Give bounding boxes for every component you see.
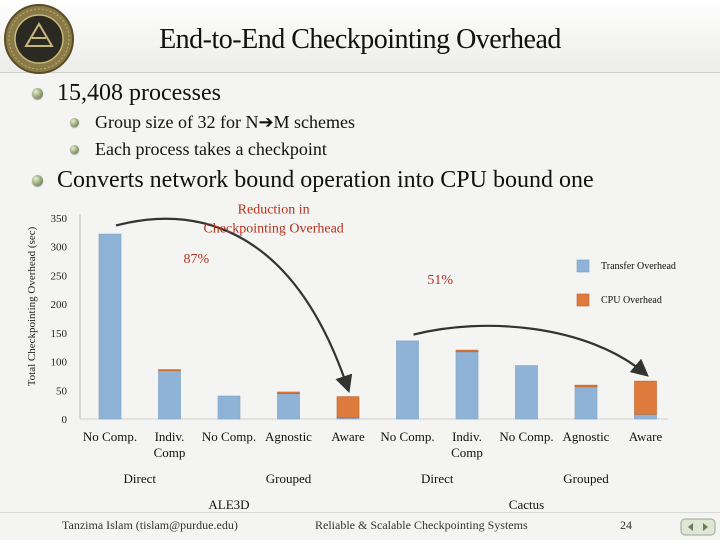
y-tick-label: 300	[51, 242, 68, 254]
group-label: Direct	[421, 471, 454, 486]
x-tick-label: Indiv. Comp	[154, 429, 186, 460]
y-tick-label: 250	[51, 270, 68, 282]
bullet-processes: 15,408 processes	[32, 80, 221, 107]
group-label: Direct	[124, 471, 157, 486]
bullet-text: 15,408 processes	[57, 80, 221, 106]
annotation-text: 51%	[427, 273, 453, 288]
annotation-text: Reduction in	[238, 202, 310, 217]
bar-transfer-overhead	[396, 340, 419, 420]
bar-cpu-overhead	[634, 380, 657, 415]
bar-cpu-overhead	[336, 396, 360, 419]
y-tick-label: 200	[51, 299, 68, 311]
bar-transfer-overhead	[158, 370, 181, 420]
reduction-arrow	[115, 217, 353, 394]
reduction-arrow	[413, 324, 649, 377]
x-tick-label: No Comp.	[499, 429, 553, 444]
x-tick-label: Agnostic	[265, 429, 312, 444]
legend-swatch	[576, 293, 590, 307]
x-tick-label: Indiv. Comp	[451, 429, 483, 460]
navigation-icon[interactable]	[680, 516, 716, 538]
bar-cpu-overhead	[455, 349, 479, 353]
annotation-text: Checkpointing Overhead	[203, 221, 343, 236]
bullet-group-size: Group size of 32 for N➔M schemes	[70, 112, 355, 133]
bar-cpu-overhead	[277, 391, 300, 395]
x-tick-label: Agnostic	[563, 429, 610, 444]
header-band	[0, 0, 720, 73]
bar-transfer-overhead	[98, 233, 122, 420]
legend-label: Transfer Overhead	[601, 261, 676, 272]
bullet-text: Converts network bound operation into CP…	[57, 167, 594, 193]
annotation-text: 87%	[183, 252, 209, 267]
footer-rule	[0, 512, 720, 513]
bullet-converts: Converts network bound operation into CP…	[32, 167, 594, 194]
bullet-dot-icon	[70, 145, 79, 154]
y-tick-label: 100	[51, 357, 68, 369]
footer-title: Reliable & Scalable Checkpointing System…	[315, 518, 528, 532]
y-axis-label: Total Checkpointing Overhead (sec)	[26, 226, 38, 386]
university-seal-icon	[4, 4, 74, 74]
bar-transfer-overhead	[217, 395, 241, 420]
bar-cpu-overhead	[574, 384, 598, 388]
x-tick-label: No Comp.	[380, 429, 434, 444]
bar-transfer-overhead	[574, 386, 598, 420]
legend-swatch	[576, 259, 590, 273]
slide-title: End-to-End Checkpointing Overhead	[159, 24, 561, 55]
bar-transfer-overhead	[277, 393, 300, 420]
group-label: Grouped	[266, 471, 312, 486]
bullet-text: Group size of 32 for N➔M schemes	[95, 112, 356, 132]
x-tick-label: Aware	[629, 429, 663, 444]
y-tick-label: 350	[51, 213, 68, 225]
bullet-dot-icon	[32, 88, 43, 99]
application-label: ALE3D	[208, 497, 249, 512]
bullet-each-process: Each process takes a checkpoint	[70, 139, 327, 160]
application-label: Cactus	[509, 497, 544, 512]
x-tick-label: Aware	[331, 429, 365, 444]
group-label: Grouped	[563, 471, 609, 486]
bar-transfer-overhead	[515, 365, 538, 420]
x-tick-label: No Comp.	[202, 429, 256, 444]
bar-cpu-overhead	[158, 369, 181, 372]
legend-label: CPU Overhead	[601, 295, 662, 306]
bar-transfer-overhead	[634, 414, 657, 420]
y-tick-label: 50	[56, 385, 68, 397]
page-number: 24	[620, 518, 632, 532]
footer-author: Tanzima Islam (tislam@purdue.edu)	[62, 518, 238, 532]
bar-transfer-overhead	[455, 351, 479, 420]
bullet-text: Each process takes a checkpoint	[95, 139, 327, 159]
bullet-dot-icon	[32, 175, 43, 186]
y-tick-label: 150	[51, 328, 68, 340]
x-tick-label: No Comp.	[83, 429, 137, 444]
y-tick-label: 0	[62, 414, 68, 426]
bullet-dot-icon	[70, 118, 79, 127]
